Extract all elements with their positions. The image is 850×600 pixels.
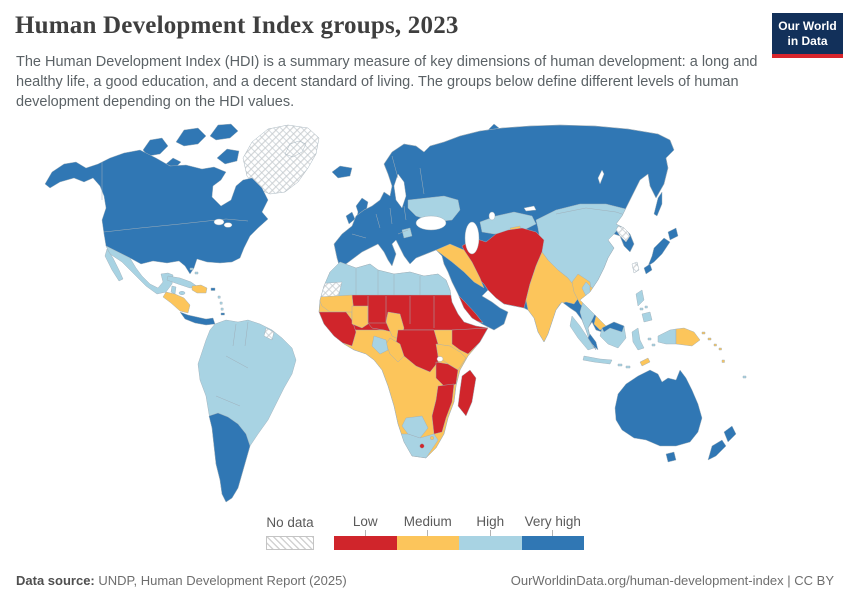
lake-balkhash <box>523 205 537 212</box>
map-region-puerto-rico[interactable] <box>210 287 216 291</box>
legend-swatch-low <box>334 536 397 550</box>
region-oceania[interactable] <box>569 315 747 463</box>
map-region-baja-california[interactable] <box>104 248 124 282</box>
map-region-sumatra[interactable] <box>569 315 595 351</box>
legend-tick <box>427 530 429 536</box>
map-region-ukraine-moldova[interactable] <box>407 195 461 223</box>
map-region-argentina-chile[interactable] <box>208 412 251 503</box>
map-region-west-africa-coast[interactable] <box>314 311 357 347</box>
map-region-south-america[interactable] <box>197 319 297 503</box>
legend-tick <box>552 530 554 536</box>
map-region-melanesia[interactable] <box>701 331 747 379</box>
map-region-canada-usa[interactable] <box>44 149 269 275</box>
legend-item-high[interactable]: High <box>459 514 522 550</box>
caspian-sea <box>464 221 480 255</box>
owid-logo-line1: Our World <box>778 19 837 34</box>
map-region-central-america[interactable] <box>162 291 191 314</box>
map-region-lesotho[interactable] <box>419 443 425 449</box>
legend-label-medium: Medium <box>403 514 452 529</box>
legend-no-data-swatch <box>266 536 314 550</box>
aral-sea <box>488 211 496 221</box>
map-region-timor-leste[interactable] <box>639 357 651 367</box>
map-region-tasmania[interactable] <box>665 451 677 463</box>
chart-subtitle: The Human Development Index (HDI) is a s… <box>16 54 758 110</box>
legend-swatch-medium <box>396 536 459 550</box>
map-region-hispaniola[interactable] <box>191 284 208 294</box>
legend-bar: Low Medium High Very high <box>334 514 584 550</box>
map-region-tanzania[interactable] <box>435 361 459 389</box>
legend-swatch-high <box>459 536 522 550</box>
map-region-french-guiana[interactable] <box>263 327 275 341</box>
map-region-java[interactable] <box>582 355 613 365</box>
map-region-bahamas[interactable] <box>189 267 199 275</box>
map-region-mexico[interactable] <box>105 245 174 295</box>
map-region-syria-iraq-jordan[interactable] <box>435 243 485 289</box>
map-region-iceland[interactable] <box>331 165 353 179</box>
map-region-ghana-togo-benin[interactable] <box>351 305 369 329</box>
map-region-australia[interactable] <box>614 369 703 447</box>
map-region-lesser-antilles[interactable] <box>217 295 225 316</box>
map-region-new-zealand[interactable] <box>707 425 737 461</box>
map-region-eswatini[interactable] <box>429 435 435 441</box>
legend-label-very-high: Very high <box>524 514 581 529</box>
data-source-text: UNDP, Human Development Report (2025) <box>94 573 347 588</box>
map-region-horn-extension[interactable] <box>451 327 488 355</box>
world-map-svg <box>44 123 747 503</box>
map-region-philippines[interactable] <box>635 289 653 323</box>
legend-swatch-very-high <box>521 536 584 550</box>
great-lakes-east <box>223 222 233 228</box>
great-lakes <box>213 218 225 226</box>
usa-canada-border <box>103 218 249 233</box>
legend-label-low: Low <box>352 514 378 529</box>
legend-item-very-high[interactable]: Very high <box>521 514 584 550</box>
map-region-belize[interactable] <box>170 285 177 295</box>
map-region-malaysian-borneo[interactable] <box>601 321 625 333</box>
map-region-malay-peninsula[interactable] <box>587 333 599 351</box>
map-region-papua-new-guinea[interactable] <box>675 327 701 347</box>
sa-borders <box>215 321 249 407</box>
black-sea <box>415 215 447 231</box>
africa-borders <box>355 268 435 328</box>
legend-no-data[interactable]: No data <box>266 515 314 550</box>
legend: No data Low Medium High Very high <box>266 514 584 550</box>
legend-item-low[interactable]: Low <box>334 514 397 550</box>
map-region-lesser-sunda[interactable] <box>617 337 656 369</box>
region-east-asia-islands[interactable] <box>631 191 679 323</box>
map-region-western-sahara[interactable] <box>314 281 343 299</box>
legend-item-medium[interactable]: Medium <box>396 514 459 550</box>
map-region-balkan-high[interactable] <box>401 227 413 239</box>
map-region-sulawesi[interactable] <box>631 327 645 351</box>
page-title: Human Development Index groups, 2023 <box>15 12 459 39</box>
world-map <box>0 116 850 518</box>
legend-no-data-label: No data <box>266 515 314 530</box>
map-region-svalbard[interactable] <box>284 140 307 158</box>
owid-logo-line2: in Data <box>787 33 828 48</box>
map-region-japan[interactable] <box>643 227 679 275</box>
map-region-gabon[interactable] <box>371 335 389 355</box>
map-region-madagascar[interactable] <box>457 369 477 417</box>
owid-logo[interactable]: Our World in Data <box>772 13 843 58</box>
legend-tick <box>489 530 491 536</box>
footer: Data source: UNDP, Human Development Rep… <box>16 573 834 588</box>
data-source: Data source: UNDP, Human Development Rep… <box>16 573 347 588</box>
baltic-sea <box>393 173 407 209</box>
lake-victoria <box>436 356 444 362</box>
region-africa[interactable] <box>314 254 490 459</box>
legend-tick <box>364 530 366 536</box>
lake-baikal <box>597 169 605 185</box>
map-region-costa-rica-panama[interactable] <box>179 311 216 326</box>
region-north-america[interactable] <box>44 123 320 326</box>
map-region-jamaica[interactable] <box>178 291 186 295</box>
europe-borders <box>351 155 641 239</box>
legend-label-high: High <box>476 514 505 529</box>
region-south-america[interactable] <box>197 319 297 503</box>
map-region-mozambique-malawi[interactable] <box>431 383 455 435</box>
data-source-label: Data source: <box>16 573 95 588</box>
map-region-sakhalin[interactable] <box>653 191 663 217</box>
owid-link[interactable]: OurWorldinData.org/human-development-ind… <box>510 573 834 588</box>
map-region-laos[interactable] <box>589 285 605 311</box>
map-region-west-new-guinea[interactable] <box>657 328 677 345</box>
map-region-taiwan[interactable] <box>631 261 640 274</box>
